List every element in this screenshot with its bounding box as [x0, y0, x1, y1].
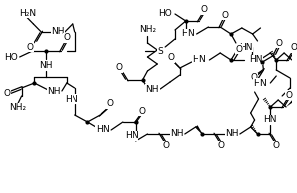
Text: N: N [70, 95, 77, 103]
Polygon shape [292, 52, 296, 60]
Text: HN: HN [263, 115, 277, 124]
Text: O: O [4, 90, 11, 98]
Text: O: O [138, 107, 145, 115]
Text: O: O [168, 53, 175, 63]
Text: NH: NH [170, 130, 184, 139]
Text: N: N [198, 56, 205, 64]
Text: N: N [187, 30, 194, 38]
Text: H₂N: H₂N [19, 8, 36, 18]
Text: HO: HO [4, 52, 18, 62]
Text: H: H [65, 95, 72, 103]
Text: H: H [181, 30, 188, 38]
Text: O: O [63, 34, 70, 42]
Text: O: O [218, 141, 225, 151]
Text: O: O [285, 91, 293, 100]
Text: HO: HO [158, 8, 172, 18]
Text: N: N [102, 125, 109, 135]
Text: O: O [107, 100, 113, 108]
Text: HN: HN [249, 56, 262, 64]
Text: O: O [250, 74, 257, 82]
Text: O: O [235, 45, 242, 53]
Text: N: N [259, 79, 266, 87]
Text: O: O [163, 141, 170, 151]
Text: NH: NH [146, 85, 159, 93]
Text: N: N [131, 131, 138, 141]
Text: O: O [27, 42, 34, 52]
Text: NH: NH [51, 27, 65, 36]
Text: H: H [125, 131, 132, 141]
Text: NH: NH [47, 86, 61, 96]
Text: O: O [201, 5, 208, 14]
Text: H: H [253, 79, 260, 87]
Text: S: S [157, 47, 163, 56]
Text: HN: HN [239, 42, 252, 52]
Text: O: O [290, 43, 297, 52]
Text: O: O [276, 38, 283, 47]
Text: NH₂: NH₂ [139, 25, 156, 34]
Text: H: H [192, 56, 199, 64]
Text: O: O [273, 141, 280, 151]
Text: NH: NH [40, 60, 53, 69]
Text: H: H [96, 125, 103, 135]
Polygon shape [286, 99, 295, 107]
Text: O: O [222, 10, 229, 19]
Polygon shape [196, 125, 203, 134]
Text: O: O [116, 63, 122, 73]
Text: NH: NH [225, 130, 239, 139]
Text: NH₂: NH₂ [9, 103, 26, 113]
